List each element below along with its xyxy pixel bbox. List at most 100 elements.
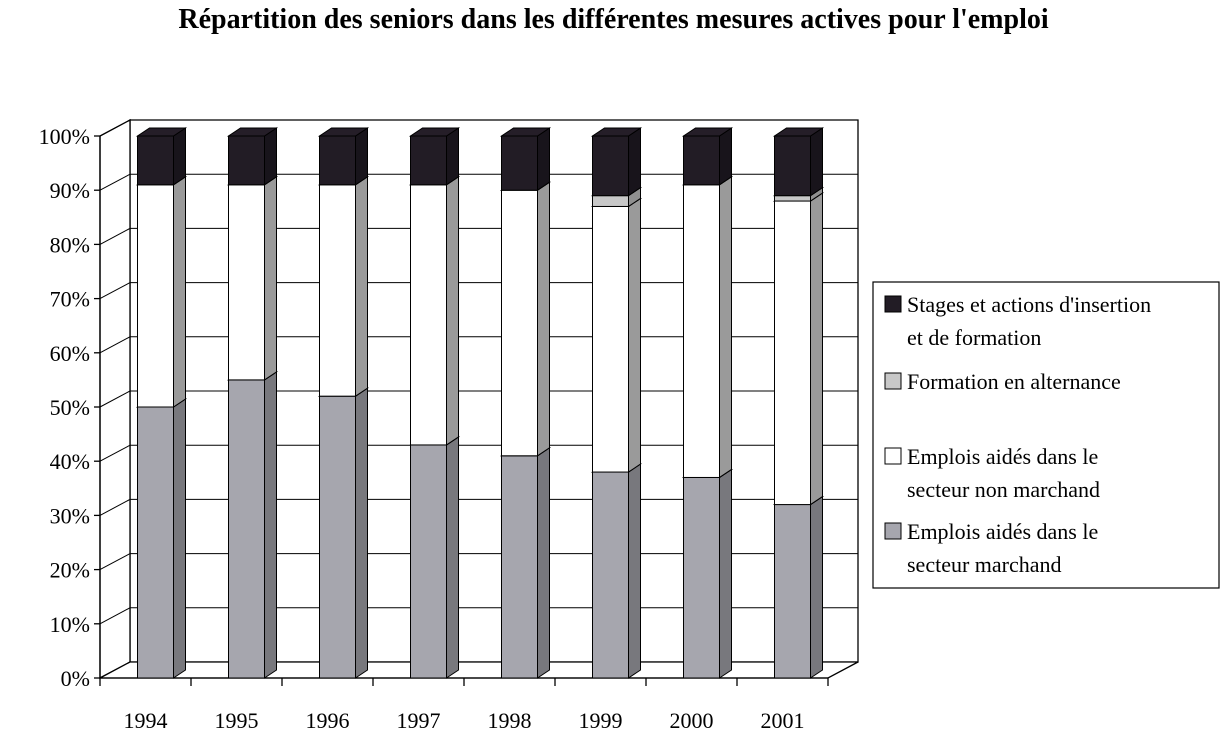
legend-label: secteur non marchand: [907, 477, 1100, 502]
bar-front: [774, 195, 811, 202]
bar-segment: [590, 127, 643, 197]
legend-entry: Emplois aidés dans le secteur marchand: [884, 519, 1098, 577]
bar-segment: [681, 175, 734, 479]
bar-side: [355, 175, 368, 398]
bar-side: [264, 127, 277, 186]
bar-segment: [226, 127, 279, 186]
bar-segment: [408, 436, 461, 679]
legend-label: Formation en alternance: [907, 369, 1121, 394]
x-tick-label: 2000: [670, 708, 714, 733]
legend: Stages et actions d'insertion et de forma…: [872, 281, 1220, 589]
bar-segment: [135, 127, 188, 186]
legend-swatch: [884, 447, 902, 465]
y-tick-label: 0%: [61, 666, 90, 691]
floor: [99, 661, 859, 679]
bar-stack-2001: [772, 127, 825, 679]
bar-side: [719, 175, 732, 479]
bar-segment: [499, 181, 552, 457]
bar-side: [264, 370, 277, 679]
x-tick-label: 1997: [397, 708, 441, 733]
bar-side: [628, 463, 641, 679]
bar-side: [446, 127, 459, 186]
bar-side: [537, 181, 550, 457]
legend-swatch: [884, 295, 902, 313]
bar-side: [719, 468, 732, 679]
bar-stack-1994: [135, 127, 188, 679]
bar-side: [264, 175, 277, 381]
bar-segment: [226, 370, 279, 679]
bar-side: [810, 192, 823, 506]
bar-front: [410, 444, 447, 679]
legend-entry: Formation en alternance: [884, 369, 1121, 394]
bar-side: [446, 175, 459, 446]
y-tick-label: 80%: [50, 232, 90, 257]
bar-front: [319, 135, 356, 186]
bar-top: [681, 127, 734, 137]
gridline: [99, 119, 858, 137]
x-tick-label: 1999: [579, 708, 623, 733]
legend-box: [872, 281, 1220, 589]
chart-walls: [99, 118, 859, 680]
bar-side: [173, 175, 186, 408]
bar-top: [135, 127, 188, 137]
bar-segment: [408, 127, 461, 186]
x-tick-label: 1996: [306, 708, 350, 733]
bar-segment: [772, 127, 825, 197]
y-tick-label: 50%: [50, 395, 90, 420]
y-tick-label: 30%: [50, 503, 90, 528]
bar-segment: [590, 463, 643, 679]
bar-front: [228, 135, 265, 186]
bars: [135, 127, 825, 679]
x-tick-label: 2001: [761, 708, 805, 733]
bar-front: [774, 135, 811, 197]
y-tick-label: 60%: [50, 341, 90, 366]
bar-segment: [499, 446, 552, 679]
bar-front: [410, 184, 447, 446]
bar-front: [501, 189, 538, 457]
bar-segment: [772, 495, 825, 679]
x-tick-label: 1995: [215, 708, 259, 733]
bar-top: [226, 127, 279, 137]
y-tick-label: 20%: [50, 558, 90, 583]
bar-segment: [499, 127, 552, 192]
bar-front: [774, 504, 811, 679]
bar-front: [137, 184, 174, 408]
bar-segment: [681, 127, 734, 186]
bar-side: [173, 127, 186, 186]
bar-front: [137, 135, 174, 186]
bar-segment: [226, 175, 279, 381]
y-tick-label: 10%: [50, 612, 90, 637]
bar-side: [537, 446, 550, 679]
legend-swatch: [884, 372, 902, 390]
bar-side: [628, 127, 641, 197]
bar-segment: [317, 127, 370, 186]
bar-front: [683, 135, 720, 186]
legend-label: Emplois aidés dans le: [907, 519, 1098, 544]
bar-front: [683, 476, 720, 679]
bar-front: [592, 135, 629, 197]
bar-front: [501, 135, 538, 191]
bar-segment: [135, 175, 188, 408]
bar-side: [446, 436, 459, 679]
bar-stack-1995: [226, 127, 279, 679]
bar-top: [772, 127, 825, 137]
bar-front: [319, 184, 356, 397]
legend-label: Emplois aidés dans le: [907, 444, 1098, 469]
bar-stack-1999: [590, 127, 643, 679]
bar-front: [592, 471, 629, 679]
legend-label: Stages et actions d'insertion: [907, 292, 1151, 317]
bar-top: [408, 127, 461, 137]
y-tick-label: 40%: [50, 449, 90, 474]
y-tick-label: 70%: [50, 287, 90, 312]
bar-top: [317, 127, 370, 137]
legend-swatch: [884, 522, 902, 540]
bar-front: [683, 184, 720, 478]
bar-front: [137, 406, 174, 679]
bar-front: [501, 455, 538, 679]
y-tick-labels: 0% 10% 20% 30% 40% 50% 60% 70% 80% 90% 100%: [39, 124, 90, 691]
bar-stack-1997: [408, 127, 461, 679]
bar-side: [355, 387, 368, 679]
legend-entry: Stages et actions d'insertion et de forma…: [884, 292, 1151, 350]
legend-label: et de formation: [907, 325, 1041, 350]
